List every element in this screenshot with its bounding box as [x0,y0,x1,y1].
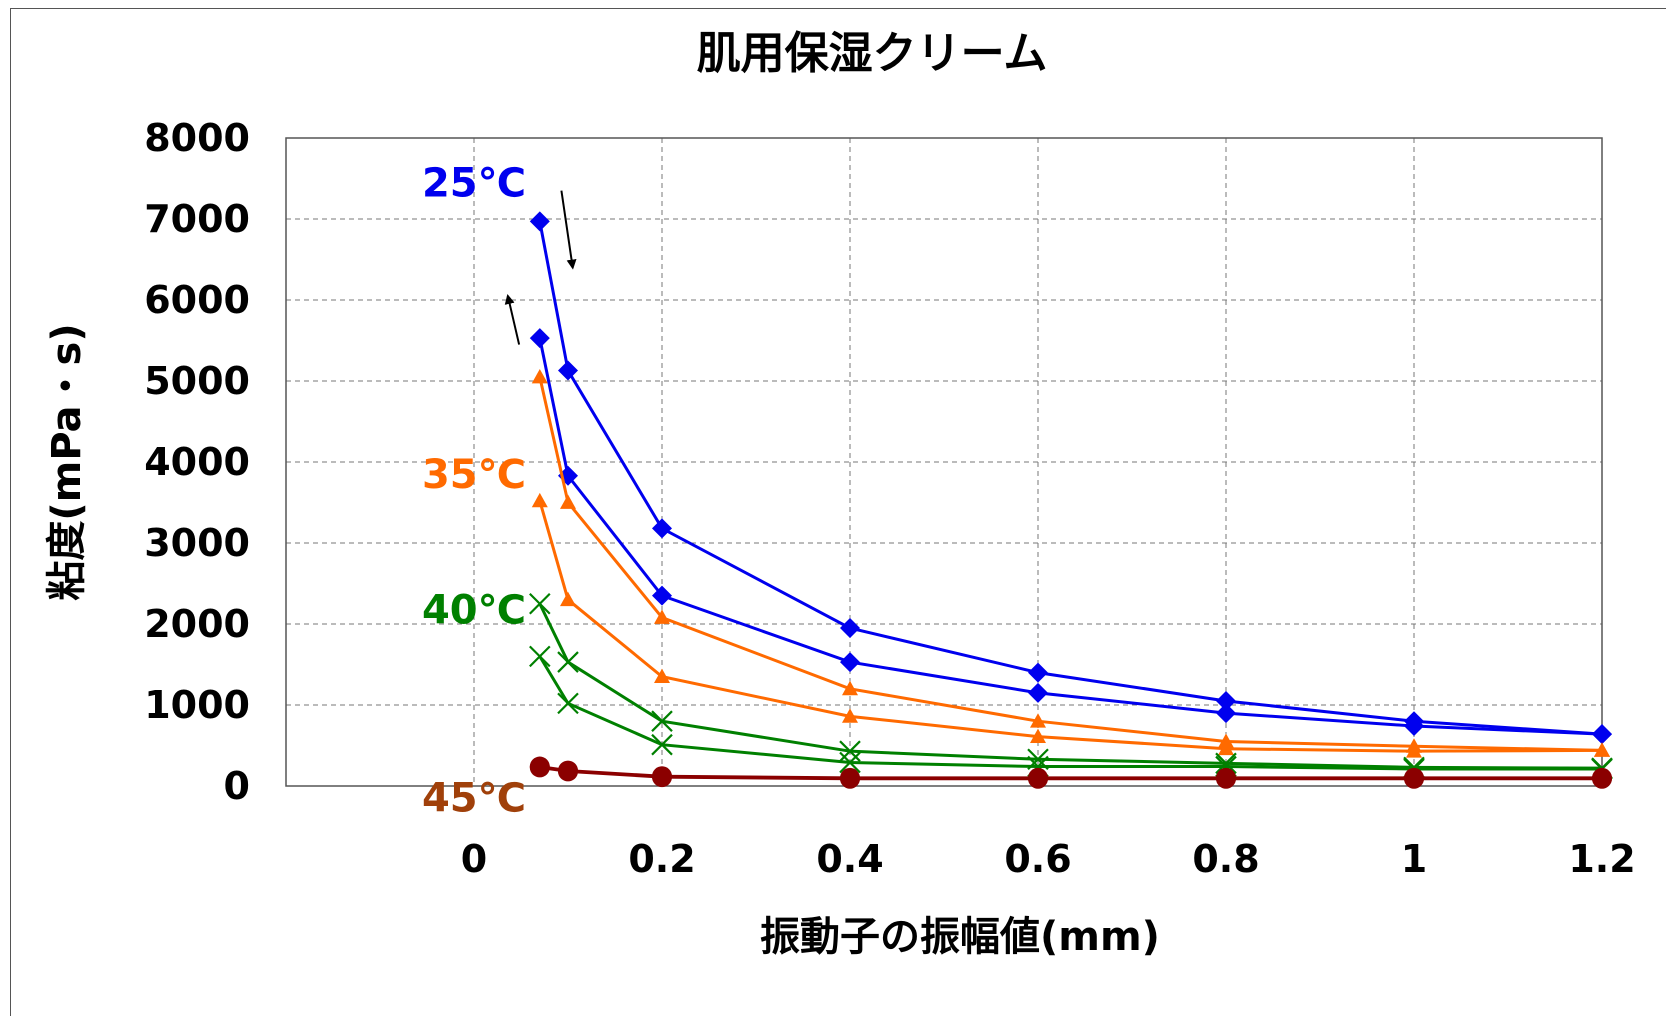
chart-title: 肌用保湿クリーム [697,28,1048,79]
data-point [558,360,578,381]
data-point [1594,742,1610,757]
series-line [538,500,1603,753]
data-point [529,645,551,668]
data-point [529,757,550,778]
data-point [1028,768,1048,789]
y-tick-label: 1000 [144,683,250,727]
data-point [1404,716,1424,737]
x-tick-label: 0.6 [1004,837,1071,881]
data-point [652,767,672,788]
series-line [538,337,1603,736]
x-tick-label: 0 [461,837,487,881]
series-line [539,765,1602,781]
series-label: 45℃ [422,775,526,821]
data-point [1216,690,1236,711]
data-point [1592,768,1612,789]
data-point [1030,713,1046,728]
data-point [839,751,861,774]
x-tick-label: 1 [1401,837,1427,881]
data-point [654,668,670,684]
y-tick-label: 3000 [144,521,250,565]
data-point [558,761,578,782]
data-point [531,492,548,508]
x-axis-label: 振動子の振幅値(mm) [760,914,1160,960]
series-line [538,603,1603,770]
data-point [1028,682,1048,703]
data-point [1030,728,1046,743]
data-point [840,768,860,789]
data-point [1592,724,1612,745]
data-point [842,708,858,723]
data-point [651,710,673,732]
data-point [840,652,860,673]
plot-area [285,137,1603,787]
y-tick-label: 8000 [144,116,250,160]
y-tick-label: 2000 [144,602,250,646]
data-point [1215,752,1237,775]
y-tick-label: 0 [224,764,250,808]
series-line [538,376,1603,752]
data-point [1404,768,1424,789]
x-tick-label: 1.2 [1568,837,1635,881]
series-label: 35℃ [422,452,526,498]
data-point [1218,733,1234,748]
series-line [538,221,1603,736]
data-point [529,328,550,349]
y-axis-ticks: 0 1000 2000 3000 4000 5000 6000 7000 8000 [144,116,250,808]
x-tick-label: 0.4 [816,837,883,881]
series-label: 40℃ [422,587,526,633]
x-axis-ticks: 0 0.2 0.4 0.6 0.8 1 1.2 [461,837,1636,881]
data-point [1406,743,1422,758]
data-point [1028,662,1048,683]
data-point [557,692,579,715]
arrow-up [504,294,521,345]
annotations [504,190,577,345]
data-point [654,609,670,624]
data-point [557,651,579,673]
data-point [1216,703,1236,724]
data-point [529,592,551,615]
series-line [538,655,1602,771]
data-point [839,740,861,762]
y-tick-label: 4000 [144,440,250,484]
series-1: 35℃ [422,368,1610,758]
series-3: 45℃ [422,756,1612,821]
x-tick-label: 0.2 [628,837,695,881]
series-0: 25℃ [422,161,1612,745]
series: 25℃ 35℃ 40℃ 45℃ [422,161,1613,821]
data-point [560,591,576,607]
series-label: 25℃ [422,161,526,207]
data-point [652,518,672,539]
y-tick-label: 6000 [144,278,250,322]
data-point [840,618,860,639]
y-axis-label: 粘度(mPa・s) [44,323,90,600]
data-point [1216,768,1236,789]
data-point [560,494,576,509]
data-point [651,733,673,756]
x-tick-label: 0.8 [1192,837,1259,881]
y-tick-label: 5000 [144,359,250,403]
y-tick-label: 7000 [144,197,250,241]
arrow-down [560,190,577,270]
data-point [842,680,858,696]
data-point [652,585,672,606]
data-point [531,368,548,384]
data-point [1218,740,1234,756]
chart-frame [10,8,1666,1016]
data-point [529,211,550,232]
